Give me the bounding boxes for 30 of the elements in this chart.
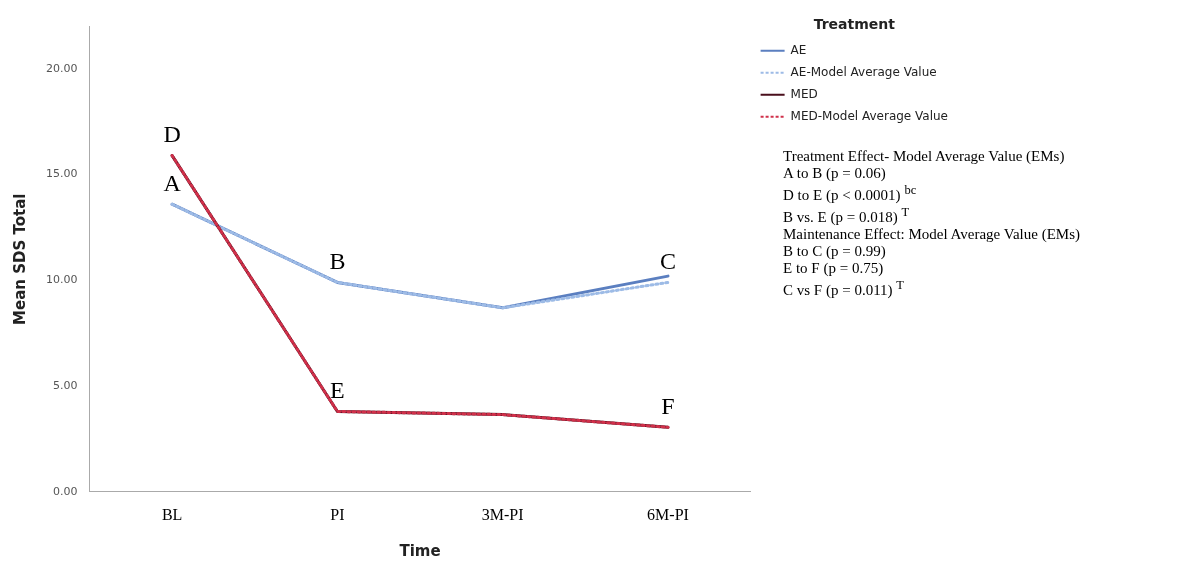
y-tick-label: 20.00 [45, 61, 78, 75]
annotation: F [661, 392, 675, 419]
x-tick-label: PI [330, 505, 345, 523]
y-tick-label: 15.00 [45, 167, 78, 181]
y-tick-label: 10.00 [45, 273, 78, 287]
text: A to B (p = 0.06) [783, 165, 887, 182]
text: C vs F (p = 0.011) $^{T}$ [783, 277, 905, 299]
x-axis-title: Time [399, 541, 441, 560]
annotation: A [163, 169, 182, 196]
legend-label: AE-Model Average Value [790, 64, 937, 79]
text: Treatment Effect- Model Average Value (EMs) [783, 148, 1066, 165]
x-tick-label: BL [161, 505, 183, 523]
annotation: D [163, 120, 181, 147]
legend-label: AE [790, 42, 807, 57]
x-tick-label: 6M-PI [647, 505, 689, 523]
legend-label: MED-Model Average Value [790, 108, 949, 123]
y-tick-label: 5.00 [52, 378, 78, 392]
text: D to E (p < 0.0001) $^{bc}$ [783, 182, 918, 204]
text: E to F (p = 0.75) [783, 260, 885, 277]
legend-label: MED [790, 86, 818, 101]
text: Maintenance Effect: Model Average Value (EMs) [783, 226, 1080, 243]
annotation: B [329, 247, 346, 274]
y-tick-label: 0.00 [52, 484, 78, 498]
y-axis-title: Mean SDS Total [10, 193, 29, 325]
annotation: C [659, 247, 676, 274]
annotation: E [330, 376, 345, 403]
text: B vs. E (p = 0.018) $^{T}$ [783, 204, 911, 226]
x-tick-label: 3M-PI [481, 505, 524, 523]
text: B to C (p = 0.99) [783, 243, 887, 260]
legend-title: Treatment [813, 15, 896, 32]
